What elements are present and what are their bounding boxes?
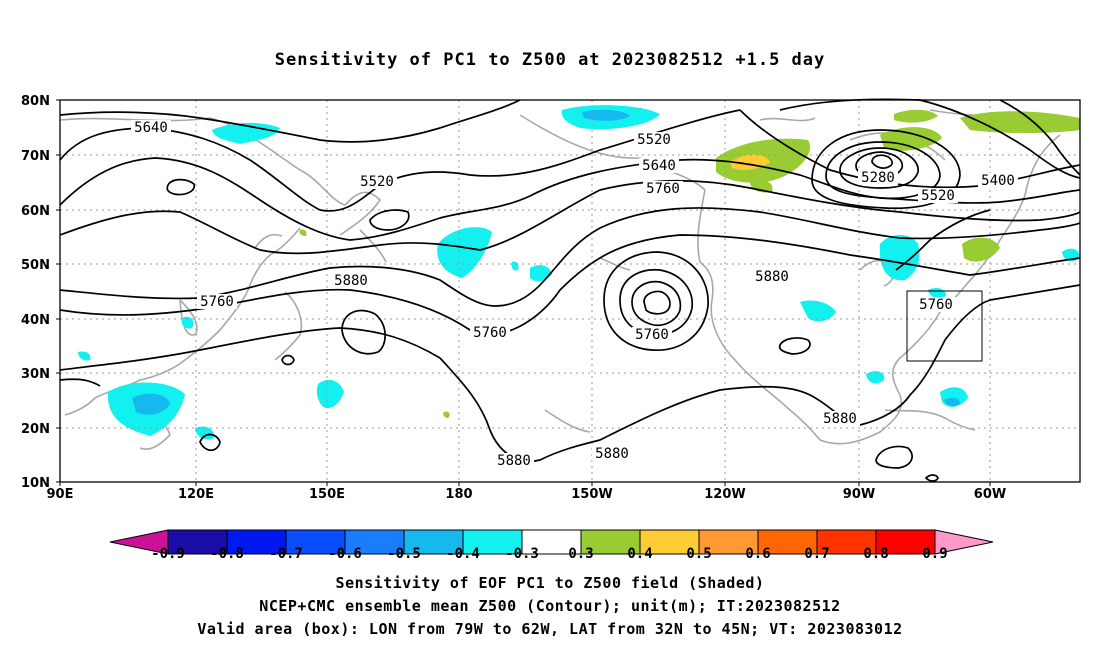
valid-area-box: [906, 290, 983, 362]
colorbar-label: -0.4: [446, 546, 480, 562]
contour-label-bg: [197, 294, 237, 309]
map-frame: [59, 99, 1081, 483]
colorbar-max-arrow: [934, 529, 994, 555]
colorbar-swatch: [403, 529, 464, 555]
colorbar-swatch: [639, 529, 700, 555]
colorbar-label: -0.9: [151, 546, 185, 562]
contour-label-5880: 5880: [334, 273, 368, 289]
colorbar-swatch: [580, 529, 641, 555]
caption-shading: Sensitivity of EOF PC1 to Z500 field (Sh…: [335, 574, 765, 592]
lon-label-180: 180: [445, 487, 472, 502]
contour-label-5880: 5880: [497, 453, 531, 469]
lat-label-10N: 10N: [21, 476, 50, 491]
contour-label-bg: [470, 325, 510, 340]
contour-labels: 5640 5520 5520 5640 5760 5280 5400 5520 5760 5880…: [131, 120, 1018, 469]
contour-label-bg: [357, 174, 397, 189]
colorbar-label: 0.4: [627, 546, 652, 562]
longitude-labels: 90E 120E 150E 180 150W 120W 90W 60W: [47, 487, 1007, 502]
z500-contours: [59, 98, 1081, 482]
lat-label-50N: 50N: [21, 258, 50, 273]
contour-label-bg: [643, 181, 683, 196]
contour-label-5640: 5640: [134, 120, 168, 136]
contour-label-bg: [494, 453, 534, 468]
chart-title: Sensitivity of PC1 to Z500 at 2023082512…: [274, 50, 826, 70]
colorbar-label: 0.8: [863, 546, 888, 562]
contour-label-5760: 5760: [635, 327, 669, 343]
axis-ticks: [56, 99, 991, 486]
colorbar-swatch: [285, 529, 346, 555]
lat-label-80N: 80N: [21, 94, 50, 109]
lon-label-150W: 150W: [571, 487, 612, 502]
lon-label-90W: 90W: [843, 487, 875, 502]
colorbar: [109, 529, 994, 555]
contour-label-5880: 5880: [823, 411, 857, 427]
contour-label-5640: 5640: [642, 158, 676, 174]
contour-label-bg: [916, 297, 956, 312]
colorbar-swatch: [875, 529, 936, 555]
lat-label-30N: 30N: [21, 367, 50, 382]
caption-contour: NCEP+CMC ensemble mean Z500 (Contour); u…: [259, 597, 841, 615]
colorbar-labels: -0.9 -0.8 -0.7 -0.6 -0.5 -0.4 -0.3 0.3 0.4 0.5 0.6…: [151, 546, 948, 562]
contour-label-5760: 5760: [646, 181, 680, 197]
contour-label-5880: 5880: [755, 269, 789, 285]
contour-label-bg: [858, 170, 898, 185]
colorbar-swatch: [521, 529, 582, 555]
contour-label-bg: [978, 173, 1018, 188]
colorbar-label: -0.7: [269, 546, 303, 562]
coastlines: [59, 109, 1061, 450]
colorbar-label: 0.3: [568, 546, 593, 562]
contour-label-bg: [331, 273, 371, 288]
lat-label-40N: 40N: [21, 313, 50, 328]
colorbar-swatch: [344, 529, 405, 555]
contour-label-5520: 5520: [360, 174, 394, 190]
lon-label-90E: 90E: [47, 487, 74, 502]
contour-label-bg: [918, 188, 958, 203]
contour-label-bg: [632, 327, 672, 342]
colorbar-label: -0.8: [210, 546, 244, 562]
colorbar-label: 0.9: [922, 546, 947, 562]
colorbar-label: 0.7: [804, 546, 829, 562]
lat-label-60N: 60N: [21, 204, 50, 219]
contour-label-bg: [131, 120, 171, 135]
latitude-labels: 80N 70N 60N 50N 40N 30N 20N 10N: [21, 94, 50, 491]
lon-label-120E: 120E: [178, 487, 214, 502]
contour-label-bg: [639, 158, 679, 173]
contour-label-bg: [820, 411, 860, 426]
colorbar-label: 0.5: [686, 546, 711, 562]
contour-label-5760: 5760: [200, 294, 234, 310]
contour-label-bg: [752, 269, 792, 284]
colorbar-label: -0.5: [387, 546, 421, 562]
contour-label-5880: 5880: [595, 446, 629, 462]
colorbar-swatch: [698, 529, 759, 555]
contour-label-bg: [592, 446, 632, 461]
lat-label-70N: 70N: [21, 149, 50, 164]
lon-label-150E: 150E: [309, 487, 345, 502]
contour-label-5520: 5520: [921, 188, 955, 204]
colorbar-label: 0.6: [745, 546, 770, 562]
caption-valid-area: Valid area (box): LON from 79W to 62W, L…: [197, 620, 903, 638]
colorbar-swatch: [226, 529, 287, 555]
lon-label-120W: 120W: [704, 487, 745, 502]
contour-label-5400: 5400: [981, 173, 1015, 189]
contour-label-5520: 5520: [637, 132, 671, 148]
colorbar-swatch: [167, 529, 228, 555]
contour-label-5280: 5280: [861, 170, 895, 186]
colorbar-label: -0.6: [328, 546, 362, 562]
colorbar-label: -0.3: [505, 546, 539, 562]
contour-label-bg: [634, 132, 674, 147]
lat-label-20N: 20N: [21, 422, 50, 437]
lon-label-60W: 60W: [974, 487, 1006, 502]
contour-label-5760: 5760: [473, 325, 507, 341]
contour-label-5760: 5760: [919, 297, 953, 313]
